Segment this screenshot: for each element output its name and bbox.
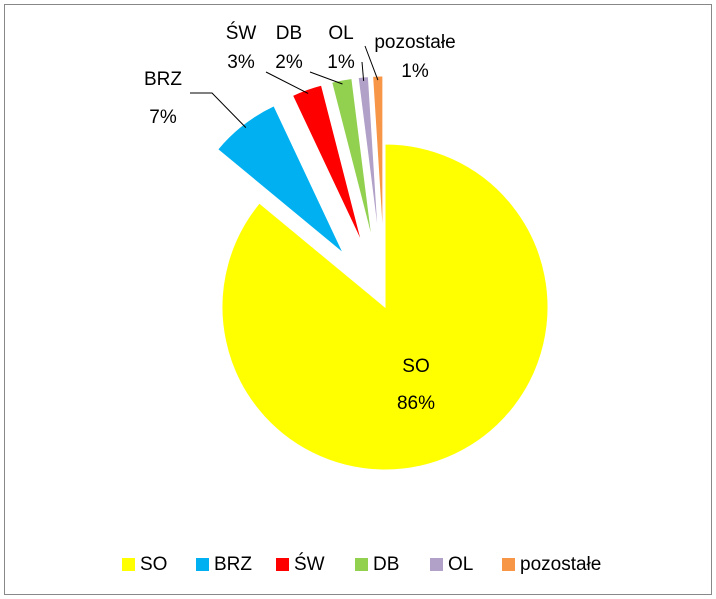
slice-label: DB [276,23,302,44]
slice-label: OL [328,23,353,44]
leader-line [265,71,309,94]
slice-value: 1% [327,52,355,73]
legend-label: OL [448,554,473,575]
legend-swatch [355,558,368,571]
legend-swatch [196,558,209,571]
slice-value: 2% [275,52,303,73]
slice-value: 86% [397,393,435,414]
slice-value: 1% [401,61,429,82]
slice-label: BRZ [144,69,182,90]
slice-label: pozostałe [374,32,455,53]
leader-line [309,71,343,85]
legend-swatch [122,558,135,571]
leader-line [190,92,247,128]
legend-label: BRZ [214,554,252,575]
legend-label: ŚW [294,553,325,575]
pie-slice [372,75,384,240]
slice-value: 3% [227,52,255,73]
slice-value: 7% [149,107,177,128]
legend-label: SO [140,554,167,575]
pie-slice [291,84,363,244]
slice-label: SO [402,356,429,377]
legend-swatch [502,558,515,571]
leader-line [361,61,365,82]
pie-slice [331,77,373,241]
legend-swatch [430,558,443,571]
leader-line [364,45,379,81]
slice-label: ŚW [226,22,257,44]
pie-slice [221,143,549,471]
legend-swatch [276,558,289,571]
legend-label: DB [373,554,399,575]
legend-label: pozostałe [520,554,601,575]
